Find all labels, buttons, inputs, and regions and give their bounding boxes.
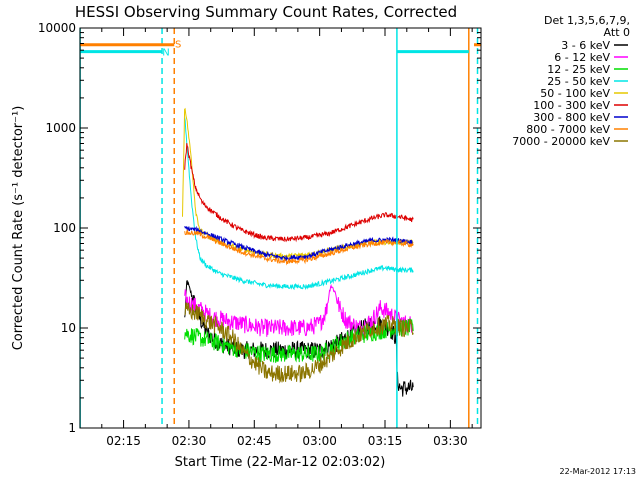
x-tick-label-5: 03:15 (368, 434, 403, 448)
flag-marker-n: N (162, 48, 169, 59)
x-tick-label-1: 02:15 (106, 434, 141, 448)
y-tick-label-2: 10 (61, 321, 76, 335)
series-line-9 (184, 302, 414, 384)
legend-label-8: 800 - 7000 keV (526, 123, 610, 136)
series-line-2 (184, 284, 414, 337)
y-axis-label: Corrected Count Rate (s⁻¹ detector⁻¹) (11, 106, 26, 351)
legend-label-9: 7000 - 20000 keV (512, 135, 610, 148)
legend-header-2: Att 0 (604, 26, 630, 39)
x-tick-label-4: 03:00 (302, 434, 337, 448)
chart-title: HESSI Observing Summary Count Rates, Cor… (75, 3, 457, 21)
legend-label-4: 25 - 50 keV (547, 75, 610, 88)
x-axis-label: Start Time (22-Mar-12 02:03:02) (175, 455, 386, 470)
y-tick-label-4: 1000 (45, 121, 76, 135)
y-tick-label-5: 10000 (38, 21, 76, 35)
legend-header-1: Det 1,3,5,6,7,9, (544, 14, 630, 27)
x-tick-label-3: 02:45 (237, 434, 272, 448)
legend-label-1: 3 - 6 keV (561, 39, 610, 52)
series-line-4 (184, 117, 414, 291)
series-line-8 (184, 229, 414, 266)
interval-layer: SN (79, 28, 481, 428)
plot-frame (79, 27, 482, 429)
series-layer (182, 107, 414, 397)
y-tick-label-1: 1 (68, 421, 76, 435)
x-tick-label-6: 03:30 (433, 434, 468, 448)
legend-label-3: 12 - 25 keV (547, 63, 610, 76)
series-line-7 (184, 225, 414, 262)
legend-label-6: 100 - 300 keV (533, 99, 610, 112)
legend-label-7: 300 - 800 keV (533, 111, 610, 124)
date-stamp: 22-Mar-2012 17:13 (560, 467, 637, 476)
axis-layer: 02:15 02:30 02:45 03:00 03:15 03:30 1 10 100 1000… (38, 21, 481, 448)
x-tick-label-2: 02:30 (172, 434, 207, 448)
legend-label-5: 50 - 100 keV (540, 87, 610, 100)
y-tick-label-3: 100 (53, 221, 76, 235)
legend-label-2: 6 - 12 keV (554, 51, 610, 64)
series-line-3 (184, 317, 414, 363)
flag-marker-s: S (175, 39, 181, 50)
series-line-6 (184, 143, 414, 243)
